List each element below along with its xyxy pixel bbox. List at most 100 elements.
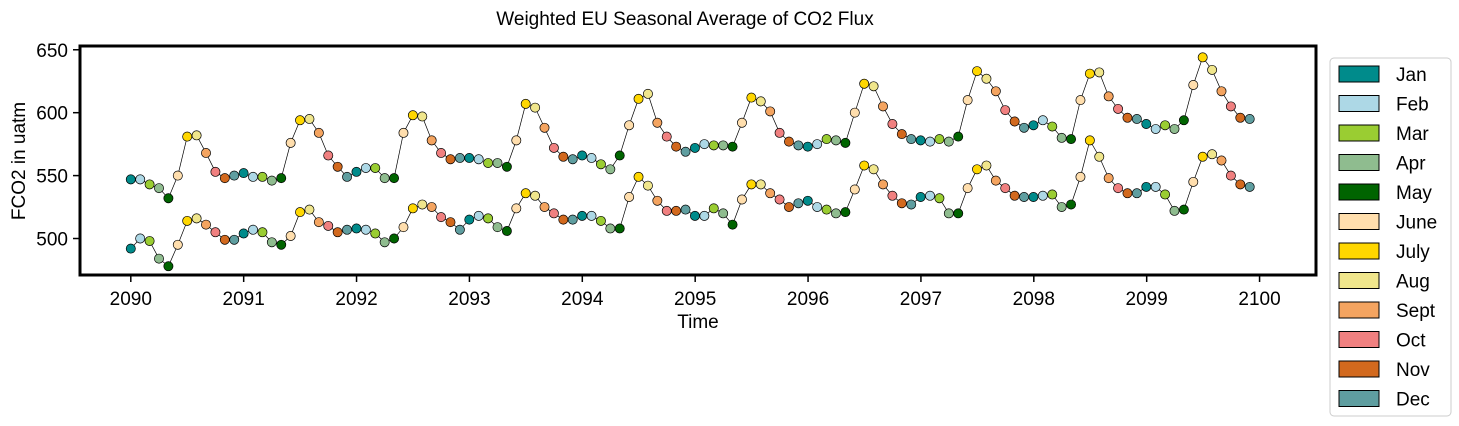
data-point — [671, 205, 682, 216]
data-point — [238, 228, 249, 239]
data-point — [548, 142, 559, 153]
y-axis-title: FCO2 in uatm — [9, 102, 30, 220]
data-point — [840, 137, 851, 148]
legend-swatch — [1338, 124, 1380, 142]
data-point — [614, 150, 625, 161]
series-line-2 — [130, 139, 1250, 267]
data-point — [915, 192, 926, 202]
data-point — [746, 92, 757, 103]
data-point — [219, 173, 230, 184]
data-point — [276, 239, 287, 250]
legend-swatch — [1338, 272, 1380, 289]
data-point — [802, 195, 813, 206]
data-point — [1169, 124, 1180, 134]
data-point — [191, 130, 202, 141]
y-tick-label: 650 — [36, 41, 68, 62]
data-point — [1150, 181, 1161, 192]
data-point — [896, 129, 907, 140]
data-point — [257, 227, 268, 238]
data-point — [548, 208, 559, 219]
data-point — [708, 140, 719, 151]
data-point — [436, 148, 447, 158]
legend-swatch — [1338, 390, 1380, 407]
data-point — [398, 222, 409, 233]
data-point — [483, 158, 494, 168]
data-point — [1113, 183, 1124, 194]
data-point — [586, 153, 597, 163]
data-point — [1113, 103, 1124, 114]
data-point — [313, 217, 324, 228]
data-point — [1009, 190, 1020, 201]
plot-area — [125, 52, 1255, 272]
data-point — [737, 194, 747, 205]
y-axis: 500 550 600 650 — [36, 41, 80, 251]
data-point — [201, 219, 211, 230]
x-tick-label: 2091 — [223, 289, 265, 310]
data-point — [473, 154, 484, 165]
data-point — [295, 115, 305, 126]
data-point — [511, 135, 522, 146]
data-point — [389, 173, 400, 184]
data-point — [144, 236, 155, 246]
data-point — [755, 96, 766, 107]
legend-label: Dec — [1396, 390, 1430, 411]
data-point — [1047, 121, 1058, 132]
data-point — [624, 192, 635, 202]
x-axis-title: Time — [677, 312, 719, 333]
data-point — [1244, 181, 1255, 192]
legend-label: Mar — [1396, 124, 1429, 145]
data-point — [1103, 173, 1114, 184]
data-point — [981, 73, 992, 84]
data-point — [1225, 101, 1236, 112]
data-point — [172, 239, 183, 250]
data-point — [642, 180, 653, 191]
data-point — [633, 93, 644, 104]
data-point — [802, 141, 813, 152]
data-point — [445, 217, 456, 228]
data-point — [1019, 192, 1029, 202]
data-point — [426, 135, 437, 146]
data-point — [595, 159, 606, 170]
data-point — [238, 168, 249, 179]
data-point — [454, 153, 465, 163]
data-point — [821, 134, 832, 145]
data-point — [962, 95, 973, 106]
data-point — [1056, 132, 1067, 143]
legend-label: July — [1396, 242, 1430, 263]
data-point — [323, 220, 334, 231]
data-point — [285, 137, 296, 148]
data-point — [1188, 176, 1199, 187]
data-point — [868, 81, 879, 92]
data-point — [285, 231, 296, 241]
data-point — [680, 204, 691, 215]
data-point — [163, 193, 174, 204]
data-point — [652, 195, 663, 206]
data-point — [436, 212, 447, 223]
data-point — [718, 208, 729, 219]
data-point — [1216, 86, 1227, 97]
data-point — [1207, 149, 1218, 160]
data-point — [1235, 179, 1246, 190]
chart-title: Weighted EU Seasonal Average of CO2 Flux — [496, 9, 874, 30]
x-tick-label: 2093 — [448, 289, 490, 310]
data-point — [699, 139, 710, 150]
data-point — [135, 233, 146, 244]
data-point — [1225, 170, 1236, 181]
data-point — [1037, 190, 1048, 201]
data-point — [774, 194, 785, 205]
data-point — [943, 208, 954, 219]
data-point — [1188, 80, 1199, 90]
data-point — [332, 161, 343, 172]
data-point — [642, 88, 653, 99]
data-point — [182, 131, 193, 142]
data-point — [229, 170, 240, 181]
data-point — [661, 205, 672, 216]
legend-label: June — [1396, 213, 1437, 234]
data-point — [849, 107, 860, 118]
data-point — [605, 164, 616, 175]
legend-label: Feb — [1396, 95, 1429, 116]
data-point — [1075, 171, 1086, 182]
data-point — [614, 223, 625, 234]
plot-frame — [78, 44, 1318, 277]
data-point — [492, 222, 503, 233]
